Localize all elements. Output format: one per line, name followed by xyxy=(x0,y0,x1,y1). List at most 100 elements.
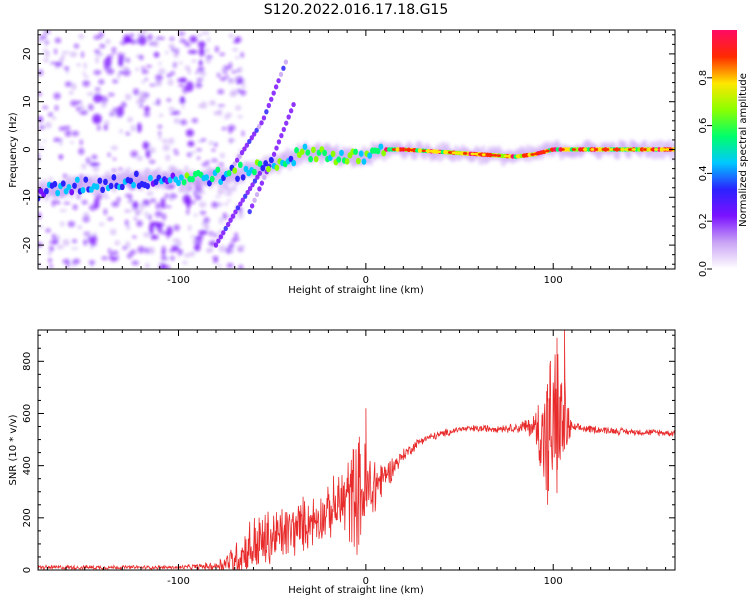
noise-speckle xyxy=(241,84,246,89)
noise-speckle xyxy=(79,110,88,115)
noise-speckle xyxy=(144,78,148,81)
drift-track-dot xyxy=(252,197,257,203)
ridge-core xyxy=(406,148,412,152)
noise-speckle xyxy=(227,80,235,85)
ridge-core xyxy=(541,150,547,154)
noise-blob xyxy=(160,197,166,209)
noise-speckle xyxy=(203,216,210,224)
noise-speckle xyxy=(234,105,242,111)
drift-track-dot xyxy=(249,135,254,141)
ridge-cell xyxy=(353,148,358,155)
ridge-cell xyxy=(145,182,151,190)
noise-speckle xyxy=(213,142,218,147)
noise-speckle xyxy=(158,61,162,66)
ridge-cell xyxy=(251,168,257,176)
noise-speckle xyxy=(53,238,59,245)
noise-speckle xyxy=(43,30,48,37)
noise-speckle xyxy=(138,54,144,61)
noise-speckle xyxy=(177,248,184,256)
drift-track-dot xyxy=(237,153,242,159)
ridge-core xyxy=(650,148,655,151)
noise-speckle xyxy=(141,69,149,74)
noise-speckle xyxy=(232,40,239,44)
ridge-cell xyxy=(133,170,139,178)
noise-speckle xyxy=(179,38,185,44)
noise-speckle xyxy=(69,51,78,58)
ridge-cell xyxy=(215,166,221,173)
ridge-core xyxy=(530,153,535,156)
noise-speckle xyxy=(232,186,237,192)
noise-speckle xyxy=(45,228,51,233)
noise-speckle xyxy=(139,202,146,210)
ridge-core xyxy=(425,149,430,153)
ridge-core xyxy=(597,148,603,151)
colorbar-ticks: 0.0 0.2 0.4 0.6 0.8 xyxy=(698,70,712,277)
noise-speckle xyxy=(205,47,210,54)
noise-speckle xyxy=(64,81,73,88)
colorbar-tick-label: 0.0 xyxy=(698,261,709,277)
noise-speckle xyxy=(127,253,133,259)
noise-speckle xyxy=(63,125,71,130)
drift-track-dot xyxy=(238,201,243,207)
noise-speckle xyxy=(218,217,223,225)
ridge-cell xyxy=(119,183,125,191)
noise-speckle xyxy=(194,194,202,201)
noise-speckle xyxy=(70,140,74,145)
ridge-cell xyxy=(305,149,311,156)
drift-track-dot xyxy=(261,115,267,121)
ridge-cell xyxy=(153,178,159,186)
spectrogram-ytick-label: -10 xyxy=(22,189,33,205)
noise-speckle xyxy=(211,201,219,209)
ridge-core xyxy=(496,154,502,157)
noise-speckle xyxy=(145,65,153,68)
noise-speckle xyxy=(64,66,70,71)
figure-title: S120.2022.016.17.18.G15 xyxy=(264,2,449,18)
ridge-core xyxy=(620,148,625,151)
noise-speckle xyxy=(111,168,117,173)
noise-speckle xyxy=(191,118,198,124)
drift-track-dot xyxy=(254,191,260,198)
noise-speckle xyxy=(103,208,108,216)
drift-track-dot xyxy=(255,174,260,180)
noise-speckle xyxy=(91,154,98,160)
noise-speckle xyxy=(165,264,171,269)
noise-speckle xyxy=(70,83,77,91)
noise-speckle xyxy=(51,233,57,240)
ridge-cell xyxy=(190,175,195,183)
noise-speckle xyxy=(110,145,118,151)
noise-blob xyxy=(118,56,124,67)
noise-speckle xyxy=(199,210,207,215)
noise-speckle xyxy=(149,159,156,164)
noise-blob xyxy=(145,149,151,159)
noise-speckle xyxy=(158,132,162,141)
ridge-cell xyxy=(266,165,271,173)
noise-speckle xyxy=(83,238,88,246)
noise-speckle xyxy=(206,37,211,42)
noise-speckle xyxy=(168,106,176,112)
noise-speckle xyxy=(161,266,166,269)
noise-blob xyxy=(148,222,155,235)
ridge-core xyxy=(481,153,487,157)
noise-speckle xyxy=(39,35,47,40)
noise-speckle xyxy=(217,89,225,95)
noise-speckle xyxy=(230,89,239,96)
colorbar-tick-label: 0.8 xyxy=(698,70,709,86)
noise-speckle xyxy=(109,228,117,236)
noise-speckle xyxy=(240,52,245,58)
noise-speckle xyxy=(132,88,140,96)
noise-speckle xyxy=(187,68,191,75)
ridge-core xyxy=(560,148,565,151)
noise-speckle xyxy=(133,217,137,220)
drift-track-dot xyxy=(247,209,252,215)
drift-track-dot xyxy=(240,197,245,203)
noise-speckle xyxy=(103,124,108,131)
noise-speckle xyxy=(150,198,156,203)
noise-speckle xyxy=(60,221,65,227)
ridge-cell xyxy=(308,155,313,163)
noise-blob xyxy=(144,105,150,113)
noise-speckle xyxy=(209,230,213,237)
ridge-core xyxy=(459,151,464,155)
ridge-core xyxy=(522,154,528,157)
ridge-core xyxy=(661,148,666,151)
